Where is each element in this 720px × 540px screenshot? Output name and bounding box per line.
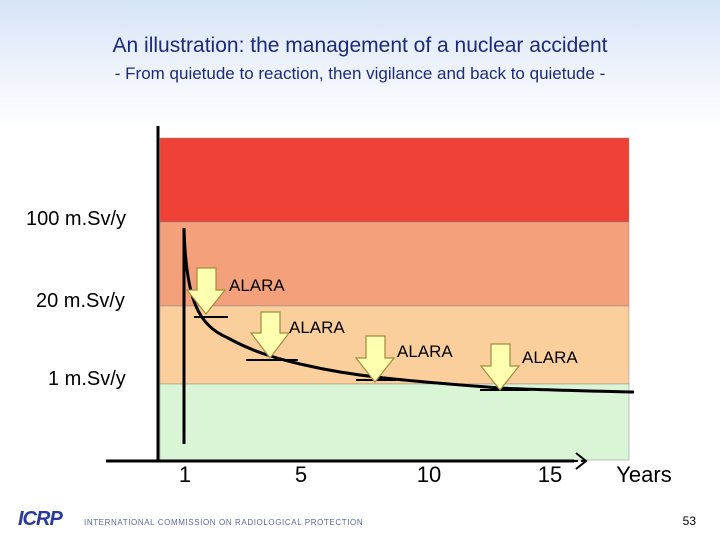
x-tick-5: 5 [294,462,308,487]
x-tick-15: 15 [537,462,563,487]
level-label-20: 20 m.Sv/y [36,290,125,312]
organization-name: INTERNATIONAL COMMISSION ON RADIOLOGICAL… [84,518,364,527]
x-tick-10: 10 [416,462,442,487]
alara-arrow-4-icon [479,343,521,391]
alara-arrow-2-icon [249,311,291,359]
x-axis-unit: Years [616,462,672,487]
x-axis-arrowhead [575,452,588,470]
x-tick-1: 1 [178,462,192,487]
slide-title: An illustration: the management of a nuc… [112,34,608,57]
page-number: 53 [682,514,696,528]
band-mid-dose [159,305,630,385]
icrp-logo: ICRP [18,508,63,530]
band-emergency [159,137,630,223]
level-label-100: 100 m.Sv/y [26,208,127,230]
level-label-1: 1 m.Sv/y [48,368,126,390]
alara-label-3: ALARA [397,342,453,361]
alara-label-4: ALARA [522,348,578,367]
alara-arrow-1-icon [185,267,227,315]
band-high-dose [159,221,630,307]
slide-subtitle: - From quietude to reaction, then vigila… [114,64,606,83]
alara-label-2: ALARA [289,318,345,337]
alara-label-1: ALARA [229,276,285,295]
band-low-dose [159,383,630,461]
alara-arrow-3-icon [354,335,396,383]
